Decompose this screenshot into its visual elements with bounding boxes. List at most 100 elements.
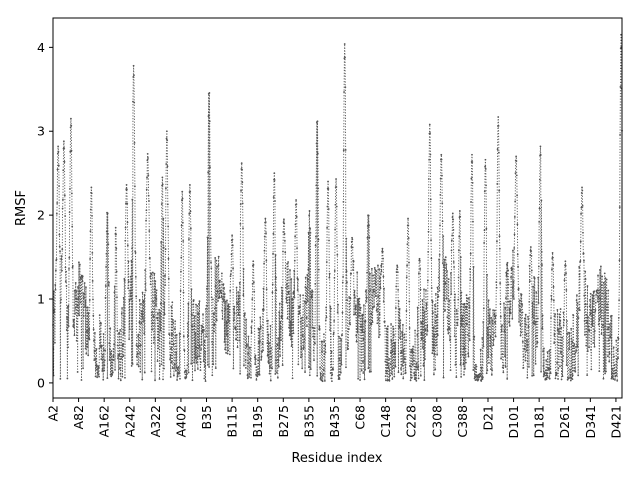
data-point [383, 287, 385, 290]
data-point [528, 366, 530, 368]
data-point [89, 230, 92, 233]
data-point [95, 348, 98, 350]
data-point [103, 369, 106, 372]
data-point [421, 322, 423, 325]
data-point [487, 356, 490, 359]
data-point [338, 358, 341, 360]
data-point [555, 374, 558, 377]
data-point [352, 269, 354, 271]
data-point [246, 374, 249, 377]
data-point [503, 302, 505, 305]
data-point [224, 308, 227, 310]
data-point [234, 326, 237, 329]
data-point [117, 357, 119, 360]
data-point [228, 353, 231, 356]
data-point [587, 316, 589, 319]
data-point [612, 378, 615, 381]
data-point [486, 326, 489, 329]
data-point [58, 185, 60, 187]
data-point [318, 328, 321, 330]
data-point [78, 290, 81, 293]
data-point [598, 289, 600, 292]
data-point [181, 221, 184, 224]
data-point [72, 326, 75, 329]
data-point [85, 343, 88, 346]
data-point [223, 287, 226, 289]
data-point [59, 250, 61, 253]
data-point [59, 377, 62, 380]
data-point [426, 330, 429, 332]
data-point [422, 306, 424, 309]
data-point [190, 313, 193, 316]
data-point [253, 308, 256, 311]
data-point [295, 215, 298, 218]
data-point [470, 201, 472, 203]
data-point [519, 309, 521, 312]
data-point [112, 347, 115, 350]
data-point [64, 266, 67, 269]
data-point [419, 374, 422, 377]
data-point [489, 368, 492, 371]
data-point [91, 215, 93, 217]
data-point [364, 290, 367, 293]
data-point [166, 203, 169, 206]
data-point [201, 329, 204, 332]
data-point [620, 33, 622, 36]
data-point [203, 339, 206, 342]
data-point [250, 326, 253, 328]
data-point [144, 283, 147, 285]
data-point [274, 200, 276, 202]
data-point [107, 284, 110, 287]
data-point [495, 281, 498, 283]
data-point [610, 314, 613, 317]
data-point [138, 321, 141, 324]
data-point [458, 235, 461, 238]
data-point [583, 320, 586, 322]
data-point [186, 364, 189, 367]
data-point [188, 238, 190, 241]
data-point [243, 314, 246, 316]
data-point [350, 240, 353, 243]
data-point [566, 320, 568, 322]
data-point [111, 371, 114, 374]
data-point [504, 355, 506, 358]
data-point [263, 262, 265, 265]
data-point [244, 367, 247, 369]
data-point [60, 255, 63, 257]
data-point [574, 351, 577, 354]
data-point [388, 369, 391, 372]
data-point [230, 253, 233, 256]
data-point [493, 313, 496, 316]
data-point [290, 345, 293, 348]
data-point [139, 352, 141, 354]
data-point [259, 340, 261, 343]
data-point [316, 374, 319, 377]
data-point [232, 308, 235, 310]
data-point [424, 328, 427, 331]
data-point [131, 198, 134, 201]
data-point [94, 350, 97, 352]
data-point [577, 374, 580, 377]
data-point [377, 295, 380, 298]
data-point [545, 378, 548, 381]
data-point [552, 299, 555, 302]
data-point [291, 377, 294, 380]
data-point [118, 353, 121, 356]
data-point [317, 187, 320, 190]
data-point [581, 205, 584, 207]
data-point [145, 188, 148, 191]
data-point [392, 325, 394, 328]
data-point [128, 298, 131, 301]
data-point [141, 317, 144, 320]
data-point [590, 368, 593, 371]
data-point [56, 152, 59, 155]
data-point [564, 264, 567, 267]
data-point [451, 234, 454, 237]
data-point [142, 299, 145, 302]
data-point [78, 261, 80, 264]
data-point [281, 289, 284, 292]
data-point [378, 268, 381, 271]
data-point [422, 365, 425, 367]
data-point [578, 265, 581, 268]
